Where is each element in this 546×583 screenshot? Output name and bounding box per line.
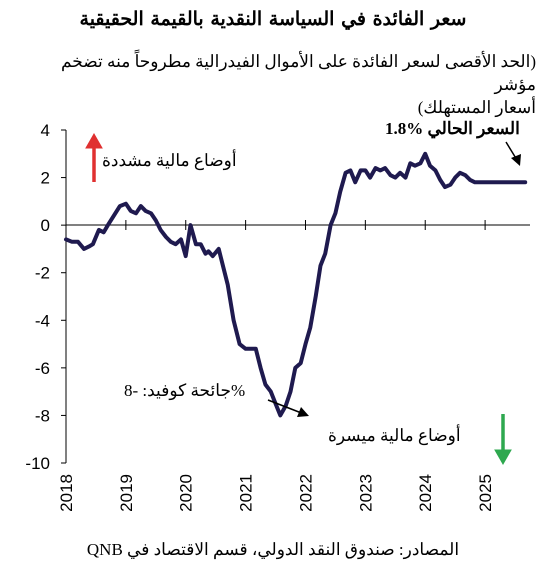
down-arrow-head	[494, 449, 512, 466]
x-tick-label: 2019	[117, 474, 136, 512]
real-policy-rate-line	[64, 151, 528, 418]
covid-pointer-line	[267, 399, 305, 415]
y-tick-label: -2	[35, 264, 50, 283]
y-tick-label: 2	[41, 169, 50, 188]
y-tick-label: 4	[41, 121, 50, 140]
chart-title: سعر الفائدة في السياسة النقدية بالقيمة ا…	[79, 8, 467, 30]
y-axis-ticks: 4 2 0 -2 -4 -6 -8 -10	[25, 121, 66, 473]
subtitle-line-1: (الحد الأقصى لسعر الفائدة على الأموال ال…	[60, 52, 536, 94]
loose-conditions-arrow	[494, 414, 512, 466]
x-tick-label: 2018	[57, 474, 76, 512]
y-tick-label: -8	[35, 406, 50, 425]
annotation-loose-conditions: أوضاع مالية ميسرة	[328, 424, 461, 446]
subtitle-line-2: أسعار المستهلك)	[417, 98, 536, 117]
x-tick-label: 2024	[416, 474, 435, 512]
y-tick-label: -4	[35, 311, 50, 330]
annotation-tight-conditions: أوضاع مالية مشددة	[102, 149, 237, 171]
x-tick-label: 2020	[177, 474, 196, 512]
current-pointer-head	[511, 154, 521, 166]
x-tick-label: 2021	[237, 474, 256, 512]
x-tick-label: 2025	[476, 474, 495, 512]
x-tick-label: 2022	[296, 474, 315, 512]
annotation-current-rate: السعر الحالي %1.8	[385, 119, 520, 139]
source-note: المصادر: صندوق النقد الدولي، قسم الاقتصا…	[86, 540, 460, 559]
x-axis-ticks: 2018 2019 2020 2021 2022 2023 2024 2025	[57, 220, 495, 512]
y-tick-label: -10	[25, 454, 50, 473]
annotation-covid: جائحة كوفيد: -8%	[124, 381, 245, 401]
up-arrow-head	[85, 132, 103, 149]
y-tick-label: 0	[41, 216, 50, 235]
covid-pointer-head	[297, 407, 309, 417]
y-tick-label: -6	[35, 359, 50, 378]
x-tick-label: 2023	[356, 474, 375, 512]
tight-conditions-arrow	[85, 132, 103, 182]
chart-subtitle: (الحد الأقصى لسعر الفائدة على الأموال ال…	[16, 50, 536, 119]
